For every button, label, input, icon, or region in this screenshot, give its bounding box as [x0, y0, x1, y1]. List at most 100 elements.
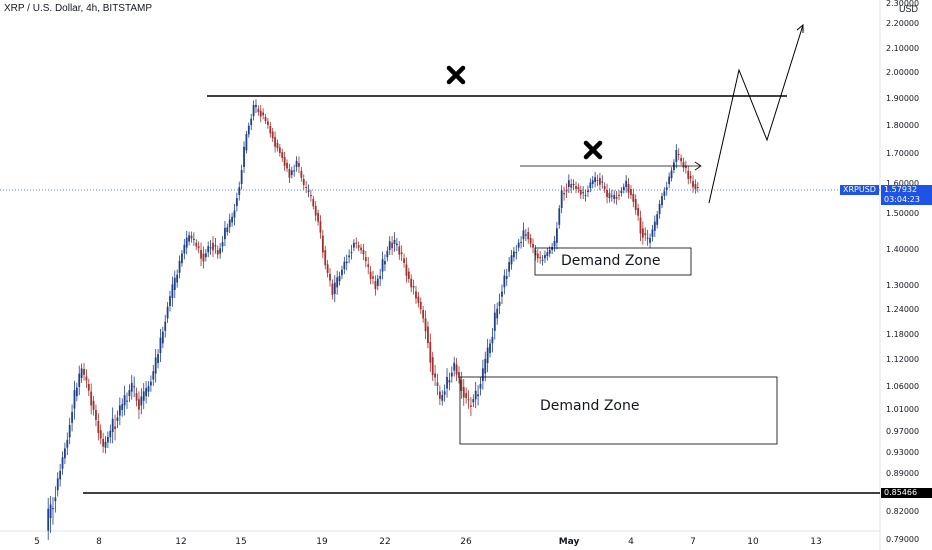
- candle-body: [147, 386, 150, 392]
- candle-body: [85, 376, 88, 381]
- price-tick-label: 1.01000: [886, 405, 920, 414]
- candle-body: [111, 418, 114, 432]
- price-tick-label: 2.00000: [886, 68, 920, 77]
- candle-body: [140, 396, 143, 406]
- candle-body: [541, 259, 544, 261]
- candle-body: [336, 277, 339, 288]
- candle-body: [235, 198, 238, 206]
- currency-label[interactable]: USD: [899, 4, 919, 14]
- candle-body: [587, 190, 589, 192]
- candle-body: [200, 250, 202, 259]
- candle-body: [579, 190, 582, 195]
- candle-body: [601, 181, 604, 183]
- candle-body: [102, 439, 105, 447]
- candle-body: [467, 399, 470, 401]
- candle-body: [288, 169, 291, 178]
- candle-body: [608, 193, 611, 199]
- candle-body: [634, 199, 637, 211]
- candle-body: [510, 255, 513, 265]
- candle-body: [489, 343, 491, 354]
- candle-body: [357, 245, 360, 248]
- candle-body: [575, 186, 577, 189]
- demand-zone-lower[interactable]: [459, 376, 778, 445]
- candle-body: [121, 404, 124, 410]
- candle-body: [259, 110, 262, 117]
- candle-body: [145, 388, 148, 397]
- candle-body: [300, 171, 303, 178]
- demand-zone-lower-label: Demand Zone: [540, 398, 640, 414]
- price-tick-label: 1.30000: [886, 281, 920, 290]
- candle-body: [138, 399, 140, 410]
- price-tick-label: 1.40000: [886, 245, 920, 254]
- demand-zone-upper-label: Demand Zone: [561, 253, 661, 269]
- candle-body: [293, 170, 296, 172]
- candle-body: [391, 242, 394, 249]
- candle-body: [649, 238, 651, 243]
- candle-body: [173, 277, 176, 290]
- candle-body: [374, 281, 377, 290]
- candle-body: [135, 393, 138, 401]
- candle-body: [594, 177, 597, 182]
- candle-body: [481, 368, 484, 381]
- price-tick-label: 1.24000: [886, 305, 920, 314]
- candle-body: [486, 347, 489, 363]
- candle-body: [563, 193, 565, 195]
- candle-body: [455, 364, 458, 375]
- candle-body: [181, 253, 183, 264]
- candle-body: [501, 291, 503, 297]
- local-resistance-arrow[interactable]: [520, 161, 702, 171]
- candle-body: [446, 377, 448, 389]
- candle-body: [238, 187, 241, 195]
- candle-body: [661, 195, 663, 205]
- candle-body: [99, 430, 102, 439]
- support-price-badge: 0.85466: [881, 488, 932, 498]
- candle-body: [620, 190, 623, 193]
- candle-body: [474, 390, 477, 400]
- candle-body: [589, 182, 592, 188]
- candle-body: [290, 170, 293, 175]
- chart-pane[interactable]: [0, 0, 881, 550]
- candle-body: [267, 121, 269, 125]
- symbol-title[interactable]: XRP / U.S. Dollar, 4h, BITSTAMP: [4, 3, 153, 14]
- time-tick-label: 15: [235, 537, 247, 547]
- candle-body: [286, 163, 288, 169]
- candle-body: [312, 199, 315, 207]
- candle-body: [412, 286, 415, 288]
- candle-body: [157, 354, 159, 363]
- candle-body: [350, 252, 353, 254]
- candle-body: [209, 247, 212, 249]
- candle-body: [52, 508, 54, 510]
- candle-body: [75, 387, 78, 397]
- candle-body: [422, 310, 425, 319]
- price-tick-label: 1.18000: [886, 330, 920, 339]
- candle-body: [458, 372, 460, 378]
- candle-body: [438, 391, 441, 399]
- candle-body: [462, 387, 465, 398]
- candle-body: [565, 190, 568, 192]
- demand-zone-upper[interactable]: [534, 247, 692, 276]
- candle-body: [360, 247, 362, 251]
- price-tick-label: 1.60000: [886, 179, 920, 188]
- candle-body: [524, 234, 527, 236]
- candle-body: [570, 184, 573, 188]
- candle-body: [591, 180, 594, 184]
- candle-body: [627, 184, 630, 193]
- candle-body: [388, 241, 391, 250]
- candle-body: [453, 362, 456, 371]
- candle-body: [240, 170, 243, 184]
- price-projection-path[interactable]: [708, 23, 804, 204]
- x-mark-left-icon: [446, 65, 466, 85]
- price-tick-label: 1.80000: [886, 121, 920, 130]
- candle-body: [656, 214, 659, 225]
- candle-body: [97, 421, 100, 433]
- candle-body: [226, 227, 229, 232]
- candle-body: [381, 259, 384, 272]
- time-tick-label: 19: [316, 537, 328, 547]
- candle-body: [637, 208, 639, 216]
- price-tick-label: 2.20000: [886, 19, 920, 28]
- candle-body: [92, 400, 95, 410]
- candle-body: [176, 274, 179, 283]
- candle-body: [154, 357, 157, 374]
- candle-body: [436, 382, 439, 386]
